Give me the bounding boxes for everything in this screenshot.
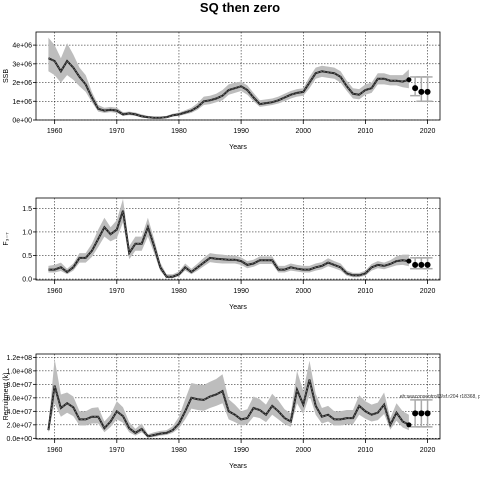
recruitment-xtick-label: 2000	[295, 447, 311, 454]
fbar-ytick-label: 1.5	[22, 206, 32, 213]
recruitment-ytick-label: 4.0e+07	[7, 409, 33, 416]
fbar-xtick-label: 1970	[109, 288, 125, 295]
fbar-xtick-label: 2000	[295, 288, 311, 295]
ssb-ylabel: SSB	[3, 69, 10, 83]
recruitment-xlabel: Years	[229, 463, 247, 470]
ssb-xtick-label: 2000	[295, 128, 311, 135]
recruitment-xtick-label: 1970	[109, 447, 125, 454]
fbar-xlabel: Years	[229, 304, 247, 311]
ssb-panel: 1960 1970 1980 1990 2000 2010 2020 0e+00 1e+06 2e…	[3, 31, 441, 151]
fbar-ylabel: F₃₋₇	[3, 232, 10, 246]
recruitment-last-estimate-point	[406, 422, 412, 428]
recruitment-xtick-label: 1980	[171, 447, 187, 454]
recruitment-estimate-dash	[48, 379, 410, 437]
figure-title: SQ then zero	[200, 0, 280, 15]
recruitment-annotation: eh:seaconsentroll3/sf.r204 r18368, pit:c…	[400, 394, 480, 400]
fbar-ytick-label: 0.5	[22, 253, 32, 260]
recruitment-ytick-label: 1.2e+08	[7, 355, 33, 362]
fbar-xtick-label: 1960	[47, 288, 63, 295]
recruitment-forecast-point	[418, 410, 425, 417]
fbar-ytick-label: 1.0	[22, 229, 32, 236]
fbar-xtick-label: 2010	[358, 288, 374, 295]
fbar-last-estimate-point	[406, 258, 412, 264]
fbar-ytick-label: 0.0	[22, 277, 32, 284]
fbar-panel: 1960 1970 1980 1990 2000 2010 2020 0.0 0.5 1.0 1.5…	[3, 197, 441, 311]
recruitment-xtick-label: 1990	[233, 447, 249, 454]
recruitment-ylabel: Recruitment (k)	[3, 373, 10, 421]
ssb-plot-frame	[35, 31, 441, 121]
ssb-forecast-point	[418, 88, 425, 95]
ssb-ytick-label: 4e+06	[12, 43, 32, 50]
ssb-xtick-label: 2020	[420, 128, 436, 135]
ssb-estimate-dash	[48, 57, 409, 119]
ssb-xtick-label: 1980	[171, 128, 187, 135]
fbar-xtick-label: 1980	[171, 288, 187, 295]
recruitment-plot-frame	[35, 353, 441, 440]
ssb-last-estimate-point	[406, 77, 412, 83]
ssb-xtick-label: 2010	[358, 128, 374, 135]
recruitment-ytick-label: 2.0e+07	[7, 422, 33, 429]
recruitment-ytick-label: 0.0e+00	[7, 436, 33, 443]
ssb-xtick-label: 1990	[233, 128, 249, 135]
ssb-ytick-label: 2e+06	[12, 80, 32, 87]
fbar-forecast-point	[424, 261, 431, 268]
ssb-ytick-label: 1e+06	[12, 99, 32, 106]
recruitment-ytick-label: 8.0e+07	[7, 382, 33, 389]
fbar-xtick-label: 1990	[233, 288, 249, 295]
fbar-plot-frame	[35, 197, 441, 281]
recruitment-ytick-label: 1.0e+08	[7, 368, 33, 375]
ssb-ytick-label: 0e+00	[12, 118, 32, 125]
recruitment-ytick-label: 6.0e+07	[7, 395, 33, 402]
recruitment-forecast-point	[412, 410, 419, 417]
fbar-estimate-dash	[48, 210, 409, 277]
fbar-estimate-line	[48, 210, 410, 278]
recruitment-forecast-point	[424, 410, 431, 417]
ssb-xtick-label: 1970	[109, 128, 125, 135]
fbar-forecast-point	[412, 261, 419, 268]
recruitment-xtick-label: 2010	[358, 447, 374, 454]
ssb-ytick-label: 3e+06	[12, 61, 32, 68]
recruitment-xtick-label: 2020	[420, 447, 436, 454]
recruitment-xtick-label: 1960	[47, 447, 63, 454]
fbar-confidence-band	[48, 198, 409, 279]
fbar-forecast-point	[418, 261, 425, 268]
ssb-forecast-point	[424, 88, 431, 95]
ssb-forecast-point	[412, 85, 419, 92]
ssb-xlabel: Years	[229, 144, 247, 151]
ssb-xtick-label: 1960	[47, 128, 63, 135]
ssb-confidence-band	[48, 37, 409, 119]
fbar-xtick-label: 2020	[420, 288, 436, 295]
recruitment-confidence-band	[48, 358, 409, 438]
recruitment-panel: 1960 1970 1980 1990 2000 2010 2020 0.0e+00 2.0e+…	[3, 353, 480, 470]
